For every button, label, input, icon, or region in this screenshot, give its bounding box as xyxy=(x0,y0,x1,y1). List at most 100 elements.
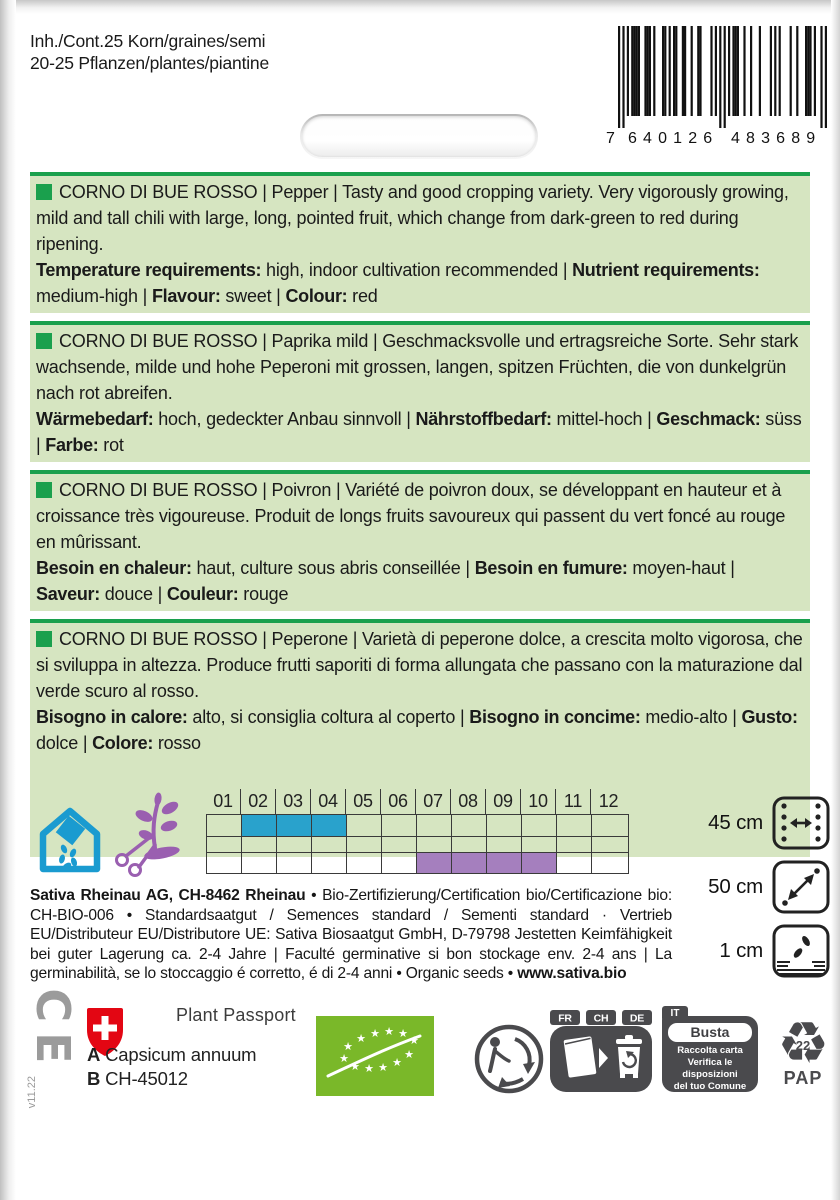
triman-recycling-icon xyxy=(472,1022,546,1101)
variety-block-it: CORNO DI BUE ROSSO | Peperone | Varietà … xyxy=(30,619,810,857)
passport-b-value: CH-45012 xyxy=(105,1068,188,1089)
calendar-month-11: 11 xyxy=(556,789,591,814)
busta-body: Busta Raccolta carta Verifica le disposi… xyxy=(662,1016,758,1092)
busta-title: Busta xyxy=(668,1023,752,1042)
green-square-icon xyxy=(36,482,52,498)
passport-species: A Capsicum annuum xyxy=(87,1044,257,1066)
calendar-grid xyxy=(206,814,629,874)
photo-edge-left xyxy=(0,0,16,1200)
calendar-cell xyxy=(242,815,277,836)
country-tab-ch: CH xyxy=(594,1013,609,1025)
content-info: Inh./Cont.:25 Korn/graines/semi 20-25 Pf… xyxy=(30,30,269,74)
busta-line-1: Raccolta carta xyxy=(677,1045,743,1056)
calendar-cell xyxy=(312,837,347,852)
calendar-cell xyxy=(487,815,522,836)
calendar-cell xyxy=(242,853,277,873)
calendar-month-05: 05 xyxy=(346,789,381,814)
ce-mark: CE xyxy=(22,984,84,1078)
green-square-icon xyxy=(36,184,52,200)
eu-organic-logo: ★ ★ ★ ★ ★ ★ ★ ★ ★ ★ ★ ★ xyxy=(316,1016,434,1096)
spacing-row: 45 cm xyxy=(660,796,830,850)
calendar-cell xyxy=(522,853,557,873)
calendar-cell xyxy=(277,837,312,852)
variety-name: CORNO DI BUE ROSSO xyxy=(59,182,258,202)
calendar-cell xyxy=(277,815,312,836)
calendar-cell xyxy=(592,815,627,836)
calendar-month-09: 09 xyxy=(486,789,521,814)
variety-block-de: CORNO DI BUE ROSSO | Paprika mild | Gesc… xyxy=(30,321,810,462)
calendar-cell xyxy=(487,837,522,852)
variety-specs: Bisogno in calore: alto, si consiglia co… xyxy=(36,707,798,753)
busta-line-2: Verifica le disposizioni xyxy=(682,1057,738,1080)
calendar-cell xyxy=(417,853,452,873)
calendar-month-03: 03 xyxy=(276,789,311,814)
calendar-cell xyxy=(347,853,382,873)
calendar-cell xyxy=(557,837,592,852)
photo-edge-right xyxy=(831,0,840,1200)
sowing-calendar: 01 02 03 04 05 06 07 08 09 10 11 12 xyxy=(206,789,629,874)
plant-spacing-icon xyxy=(772,860,830,914)
variety-block-en: CORNO DI BUE ROSSO | Pepper | Tasty and … xyxy=(30,172,810,313)
barcode-digits-left: 640126 xyxy=(628,130,712,146)
row-spacing-icon xyxy=(772,796,830,850)
calendar-cell xyxy=(382,815,417,836)
calendar-cell xyxy=(417,815,452,836)
sowing-depth-icon xyxy=(772,924,830,978)
busta-instructions: Raccolta carta Verifica le disposizioni … xyxy=(662,1045,758,1093)
envelope-icon xyxy=(563,1036,597,1078)
pap-material: PAP xyxy=(783,1068,823,1088)
spacing-row: 50 cm xyxy=(660,860,830,914)
calendar-month-08: 08 xyxy=(451,789,486,814)
paper-disposal-badge: FR CH DE xyxy=(550,1010,652,1101)
calendar-cell xyxy=(277,853,312,873)
passport-number: B CH-45012 xyxy=(87,1068,188,1090)
content-value: 25 Korn/graines/semi xyxy=(104,31,266,51)
calendar-cell xyxy=(207,837,242,852)
calendar-cell xyxy=(592,853,627,873)
harvest-scissors-icon xyxy=(102,790,194,885)
svg-text:★: ★ xyxy=(384,1025,394,1038)
passport-a-label: A xyxy=(87,1044,101,1065)
calendar-cell xyxy=(487,853,522,873)
barcode-digit-first: 7 xyxy=(606,130,615,146)
calendar-row-harvest xyxy=(207,853,628,873)
variety-blocks: CORNO DI BUE ROSSO | Pepper | Tasty and … xyxy=(30,172,810,865)
spacing-row: 1 cm xyxy=(660,924,830,978)
country-tab-fr: FR xyxy=(558,1013,572,1025)
variety-description: CORNO DI BUE ROSSO | Poivron | Variété d… xyxy=(36,480,786,552)
calendar-cell xyxy=(347,815,382,836)
content-line-2: 20-25 Pflanzen/plantes/piantine xyxy=(30,53,269,73)
svg-text:★: ★ xyxy=(378,1061,388,1074)
pap-code: 22 xyxy=(795,1038,811,1053)
calendar-month-07: 07 xyxy=(416,789,451,814)
pap-recycling-code: ♻ 22 PAP xyxy=(772,1012,834,1089)
recycling-triangle-icon: ♻ xyxy=(777,1009,829,1077)
company-info-text: Sativa Rheinau AG, CH-8462 Rheinau • Bio… xyxy=(30,886,672,984)
calendar-month-06: 06 xyxy=(381,789,416,814)
spacing-info: 45 cm 50 cm 1 cm xyxy=(660,796,830,988)
variety-name: CORNO DI BUE ROSSO xyxy=(59,331,258,351)
calendar-cell xyxy=(557,815,592,836)
calendar-cell xyxy=(557,853,592,873)
passport-a-value: Capsicum annuum xyxy=(105,1044,257,1065)
calendar-cell xyxy=(312,853,347,873)
indoor-sowing-icon xyxy=(34,800,106,883)
calendar-cell xyxy=(242,837,277,852)
footer-info-segment: Sativa Rheinau AG, CH-8462 Rheinau xyxy=(30,887,306,904)
calendar-cell xyxy=(522,837,557,852)
svg-text:★: ★ xyxy=(370,1027,380,1040)
ce-mark-text: CE xyxy=(26,988,80,1074)
footer-info-segment: www.sativa.bio xyxy=(517,965,627,983)
ean13-barcode: 7 640126 483689 xyxy=(604,26,834,151)
svg-text:★: ★ xyxy=(356,1032,366,1045)
swiss-shield-icon xyxy=(87,1008,123,1063)
hang-slot xyxy=(300,114,538,159)
calendar-cell xyxy=(207,853,242,873)
calendar-cell xyxy=(207,815,242,836)
calendar-cell xyxy=(452,815,487,836)
content-label: Inh./Cont.: xyxy=(30,31,109,51)
calendar-month-header: 01 02 03 04 05 06 07 08 09 10 11 12 xyxy=(206,789,629,814)
variety-block-fr: CORNO DI BUE ROSSO | Poivron | Variété d… xyxy=(30,470,810,611)
variety-description: CORNO DI BUE ROSSO | Peperone | Varietà … xyxy=(36,629,803,701)
spacing-value: 50 cm xyxy=(708,875,763,898)
